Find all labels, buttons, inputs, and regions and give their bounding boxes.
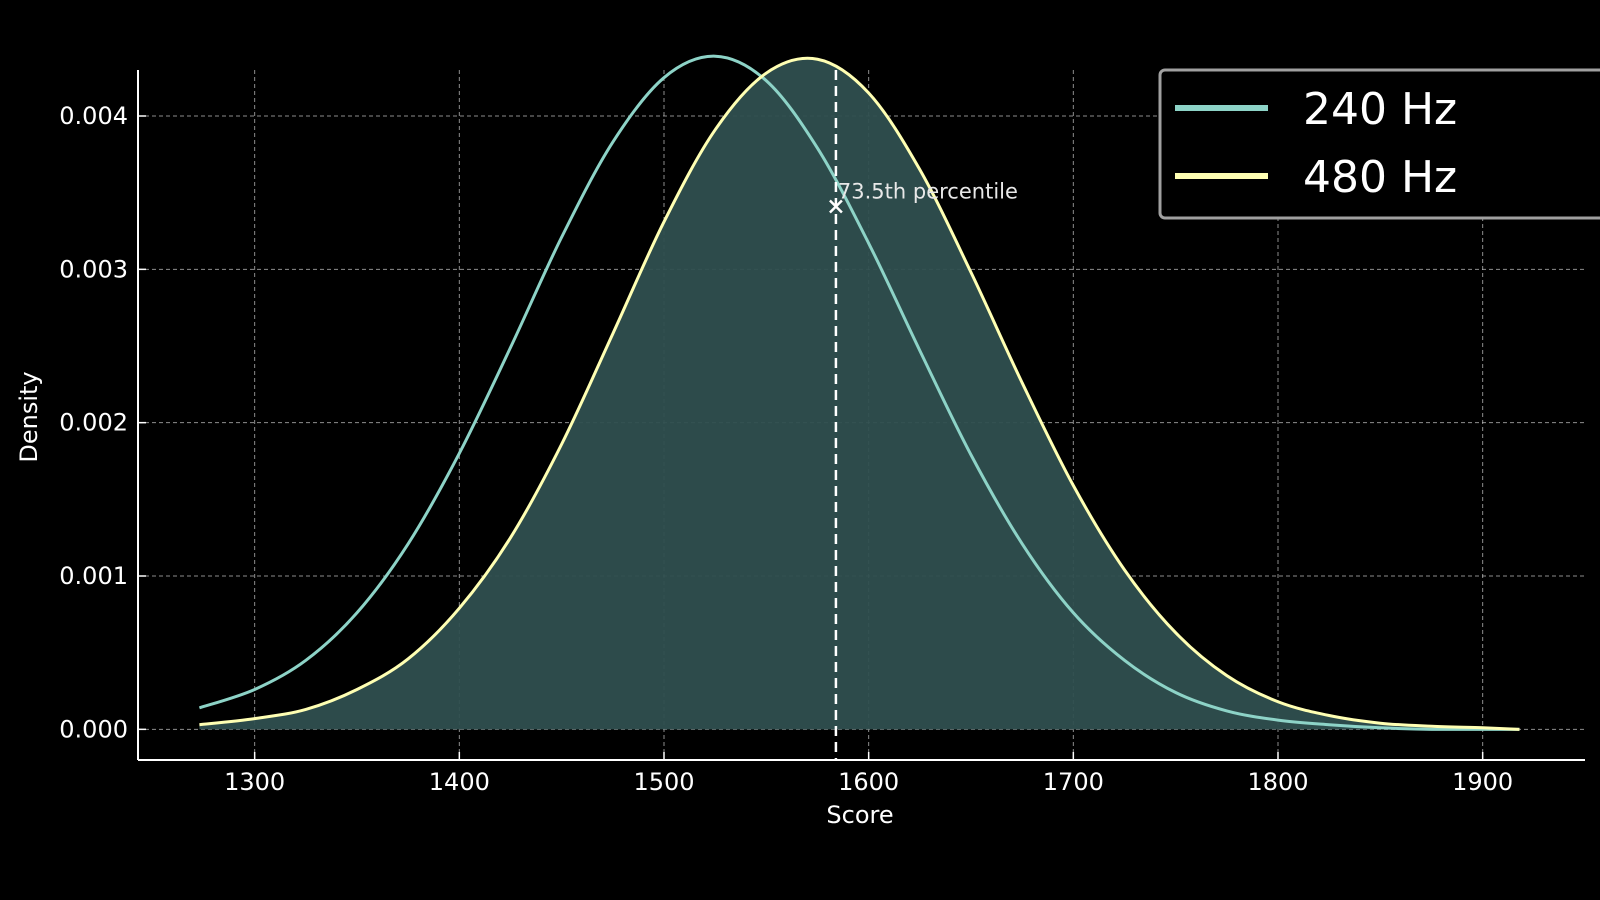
area-fills (199, 58, 1520, 730)
x-tick-label: 1500 (633, 768, 694, 796)
x-axis-title: Score (826, 801, 893, 829)
percentile-annotation: 73.5th percentile (838, 179, 1018, 203)
axes: 1300 1400 1500 1600 1700 1800 1900 0.000 0.001 0.… (59, 70, 1585, 796)
percentile-point-marker (829, 199, 843, 214)
area-fill-480-hz (199, 58, 1520, 730)
legend: 240 Hz 480 Hz (1158, 68, 1600, 220)
y-tick-label: 0.002 (59, 409, 128, 437)
x-tick-label: 1300 (224, 768, 285, 796)
y-tick-label: 0.000 (59, 715, 128, 743)
y-tick-label: 0.001 (59, 562, 128, 590)
x-tick-label: 1800 (1247, 768, 1308, 796)
legend-label: 480 Hz (1303, 152, 1457, 203)
x-tick-label: 1700 (1043, 768, 1104, 796)
percentile-marker: 73.5th percentile (829, 70, 1018, 760)
y-tick-label: 0.003 (59, 255, 128, 283)
x-tick-label: 1900 (1452, 768, 1513, 796)
legend-box (1158, 68, 1600, 220)
y-axis-title: Density (15, 371, 43, 462)
series-line-240-hz (198, 54, 1520, 731)
y-tick-label: 0.004 (59, 102, 128, 130)
legend-label: 240 Hz (1303, 84, 1457, 135)
x-tick-label: 1400 (429, 768, 490, 796)
series-lines (198, 54, 1520, 731)
x-tick-label: 1600 (838, 768, 899, 796)
series-line-480-hz (199, 56, 1520, 731)
